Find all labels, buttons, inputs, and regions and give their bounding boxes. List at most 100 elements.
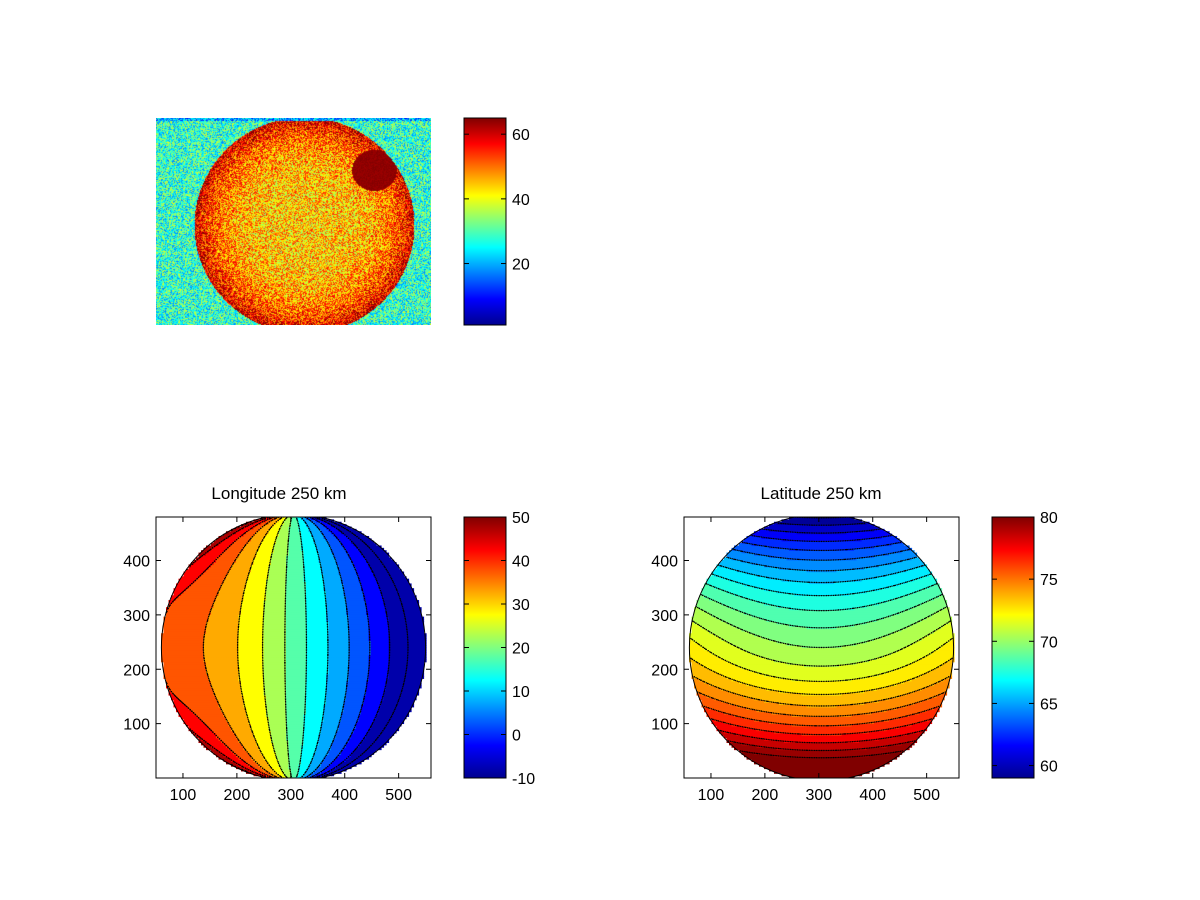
longitude-cell (298, 730, 302, 734)
longitude-cell (373, 671, 377, 675)
longitude-cell (206, 713, 210, 717)
longitude-cell (213, 699, 217, 703)
longitude-cell (201, 723, 205, 727)
longitude-cell (411, 654, 415, 658)
longitude-cell (333, 652, 337, 656)
longitude-cell (276, 680, 280, 684)
longitude-cell (203, 709, 207, 713)
longitude-cell (228, 680, 232, 684)
longitude-cell (361, 666, 365, 670)
longitude-cell (286, 773, 290, 777)
longitude-cell (291, 678, 295, 682)
longitude-cell (288, 751, 292, 755)
longitude-cell (393, 675, 397, 679)
longitude-cell (323, 666, 327, 670)
longitude-cell (243, 751, 247, 755)
longitude-cell (306, 751, 310, 755)
longitude-cell (383, 692, 387, 696)
longitude-cell (371, 654, 375, 658)
longitude-cell (276, 747, 280, 751)
longitude-cell (368, 744, 372, 748)
longitude-cell (251, 737, 255, 741)
longitude-cell (341, 763, 345, 767)
longitude-cell (323, 652, 327, 656)
longitude-cell (291, 647, 295, 651)
longitude-cell (298, 675, 302, 679)
longitude-cell (391, 685, 395, 689)
longitude-cell (331, 706, 335, 710)
longitude-cell (281, 680, 285, 684)
longitude-cell (226, 754, 230, 758)
longitude-cell (286, 706, 290, 710)
longitude-cell (223, 652, 227, 656)
longitude-cell (293, 735, 297, 739)
longitude-cell (286, 725, 290, 729)
longitude-cell (358, 666, 362, 670)
longitude-cell (338, 699, 342, 703)
longitude-cell (408, 668, 412, 672)
longitude-cell (231, 706, 235, 710)
longitude-cell (326, 768, 330, 772)
longitude-cell (403, 699, 407, 703)
longitude-cell (218, 683, 222, 687)
longitude-cell (286, 751, 290, 755)
longitude-cell (246, 751, 250, 755)
longitude-cell (333, 713, 337, 717)
longitude-cell (386, 728, 390, 732)
longitude-cell (226, 730, 230, 734)
longitude-cell (336, 737, 340, 741)
longitude-cell (346, 751, 350, 755)
longitude-cell (266, 659, 270, 663)
longitude-cell (296, 652, 300, 656)
longitude-cell (333, 694, 337, 698)
longitude-cell (276, 647, 280, 651)
longitude-cell (326, 759, 330, 762)
longitude-cell (401, 647, 405, 651)
longitude-cell (253, 730, 257, 734)
longitude-cell (308, 744, 312, 748)
longitude-cell (401, 716, 405, 720)
longitude-cell (243, 749, 247, 753)
longitude-cell (326, 747, 330, 751)
longitude-cell (198, 692, 202, 696)
longitude-cell (333, 751, 337, 755)
longitude-cell (408, 692, 412, 696)
longitude-cell (191, 659, 195, 663)
longitude-cell (336, 723, 340, 727)
longitude-cell (356, 671, 360, 675)
longitude-cell (271, 694, 275, 698)
longitude-cell (278, 751, 282, 755)
longitude-cell (376, 690, 380, 694)
longitude-cell (293, 737, 297, 741)
longitude-cell (266, 728, 270, 732)
longitude-cell (396, 647, 400, 651)
longitude-cell (368, 706, 372, 710)
longitude-cell (371, 716, 375, 720)
longitude-cell (188, 659, 192, 663)
longitude-cell (188, 699, 192, 703)
longitude-cell (328, 656, 332, 660)
heatmap-colorbar-tick-label: 40 (512, 192, 530, 209)
longitude-cell (281, 709, 285, 713)
longitude-cell (331, 685, 335, 689)
longitude-cell (231, 759, 235, 762)
longitude-cell (343, 718, 347, 722)
longitude-cell (186, 687, 190, 691)
longitude-cell (418, 675, 422, 679)
longitude-cell (273, 768, 277, 772)
longitude-cell (311, 656, 315, 660)
longitude-cell (368, 721, 372, 725)
longitude-cell (221, 697, 225, 701)
longitude-cell (178, 711, 182, 715)
longitude-cell (266, 747, 270, 751)
longitude-cell (238, 659, 242, 663)
longitude-cell (328, 706, 332, 710)
longitude-cell (248, 711, 252, 715)
longitude-cell (301, 699, 305, 703)
longitude-cell (343, 723, 347, 727)
longitude-cell (278, 770, 282, 774)
longitude-cell (286, 763, 290, 767)
longitude-cell (196, 656, 200, 660)
longitude-cell (386, 661, 390, 665)
longitude-cell (223, 747, 227, 751)
